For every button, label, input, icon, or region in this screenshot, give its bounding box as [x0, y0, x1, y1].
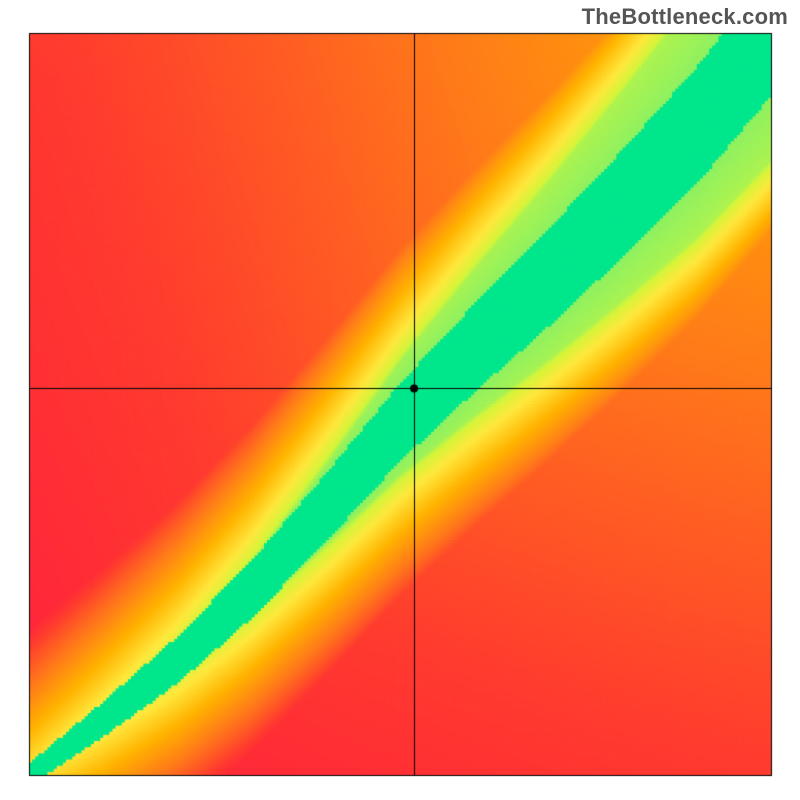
- chart-container: TheBottleneck.com: [0, 0, 800, 800]
- heatmap-plot: [0, 0, 800, 800]
- watermark-label: TheBottleneck.com: [582, 4, 788, 30]
